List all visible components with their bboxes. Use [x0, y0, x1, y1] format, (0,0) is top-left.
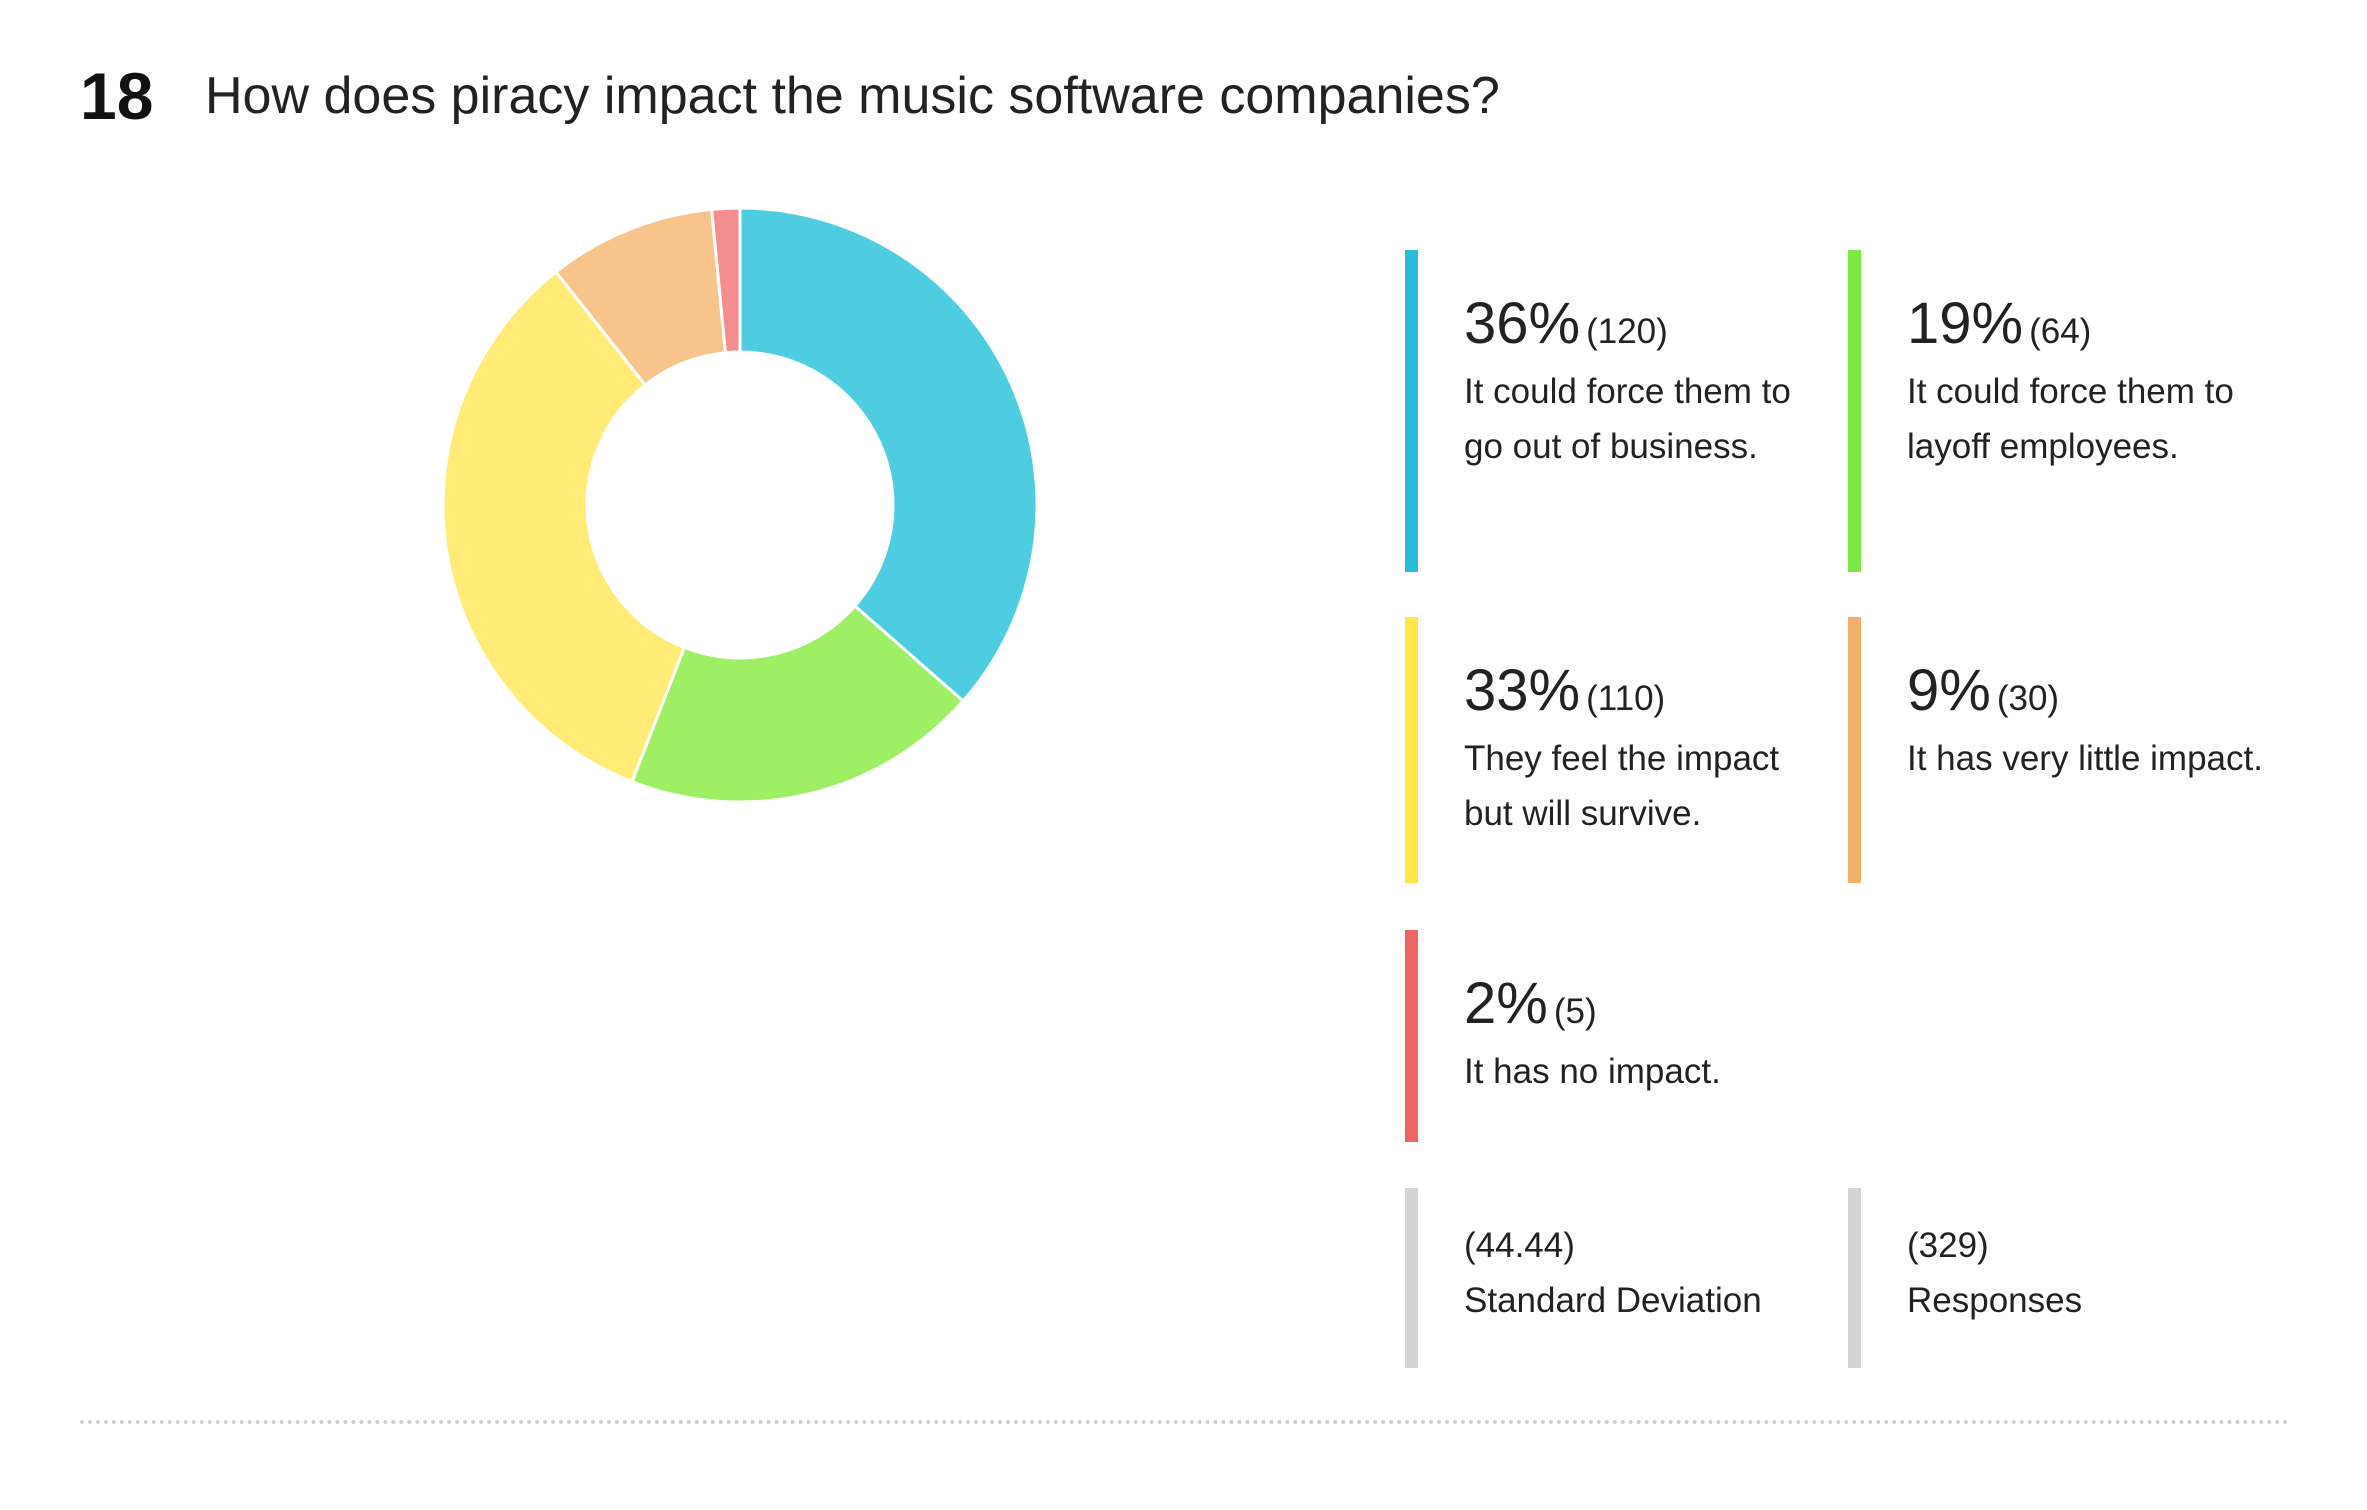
- legend-percent: 33%: [1464, 658, 1581, 723]
- legend-description: It could force them to go out of busines…: [1464, 372, 1791, 466]
- legend-description: They feel the impact but will survive.: [1464, 739, 1780, 833]
- donut-slice-4: [710, 206, 742, 355]
- donut-slice-2: [441, 269, 687, 784]
- legend-percent: 36%: [1464, 291, 1581, 356]
- question-title: How does piracy impact the music softwar…: [205, 67, 1500, 125]
- legend-item-no-impact: 2% (5) It has no impact.: [1405, 930, 1825, 1142]
- legend-percent: 2%: [1464, 971, 1548, 1036]
- stat-value: (44.44): [1464, 1226, 1575, 1265]
- stat-color-bar: [1405, 1188, 1418, 1368]
- legend-count: (30): [1996, 679, 2060, 718]
- legend-item-little-impact: 9% (30) It has very little impact.: [1848, 617, 2268, 883]
- legend-item-survive: 33% (110) They feel the impact but will s…: [1405, 617, 1825, 883]
- stat-standard-deviation: (44.44) Standard Deviation: [1405, 1188, 1825, 1368]
- donut-chart: [441, 206, 1039, 804]
- legend-description: It has very little impact.: [1907, 739, 2263, 778]
- stat-value: (329): [1907, 1226, 1989, 1265]
- donut-slice-0: [738, 206, 1039, 704]
- stat-label: Responses: [1907, 1281, 2083, 1320]
- legend-description: It has no impact.: [1464, 1052, 1721, 1091]
- legend-color-bar: [1405, 930, 1418, 1142]
- legend-item-layoff: 19% (64) It could force them to layoff em…: [1848, 250, 2268, 572]
- question-number: 18: [80, 59, 154, 133]
- legend-color-bar: [1405, 617, 1418, 883]
- legend-percent: 9%: [1907, 658, 1991, 723]
- legend-count: (120): [1586, 312, 1668, 351]
- legend-color-bar: [1405, 250, 1418, 572]
- stat-responses: (329) Responses: [1848, 1188, 2268, 1368]
- legend-description: It could force them to layoff employees.: [1907, 372, 2234, 466]
- legend-count: (64): [2029, 312, 2092, 351]
- stat-label: Standard Deviation: [1464, 1281, 1762, 1320]
- legend-color-bar: [1848, 250, 1861, 572]
- legend-color-bar: [1848, 617, 1861, 883]
- legend-item-out-of-business: 36% (120) It could force them to go out o…: [1405, 250, 1825, 572]
- donut-slice-1: [629, 603, 966, 804]
- legend-percent: 19%: [1907, 291, 2024, 356]
- section-divider: [80, 1420, 2290, 1424]
- legend-count: (110): [1586, 679, 1666, 718]
- stat-color-bar: [1848, 1188, 1861, 1368]
- legend-count: (5): [1553, 992, 1597, 1031]
